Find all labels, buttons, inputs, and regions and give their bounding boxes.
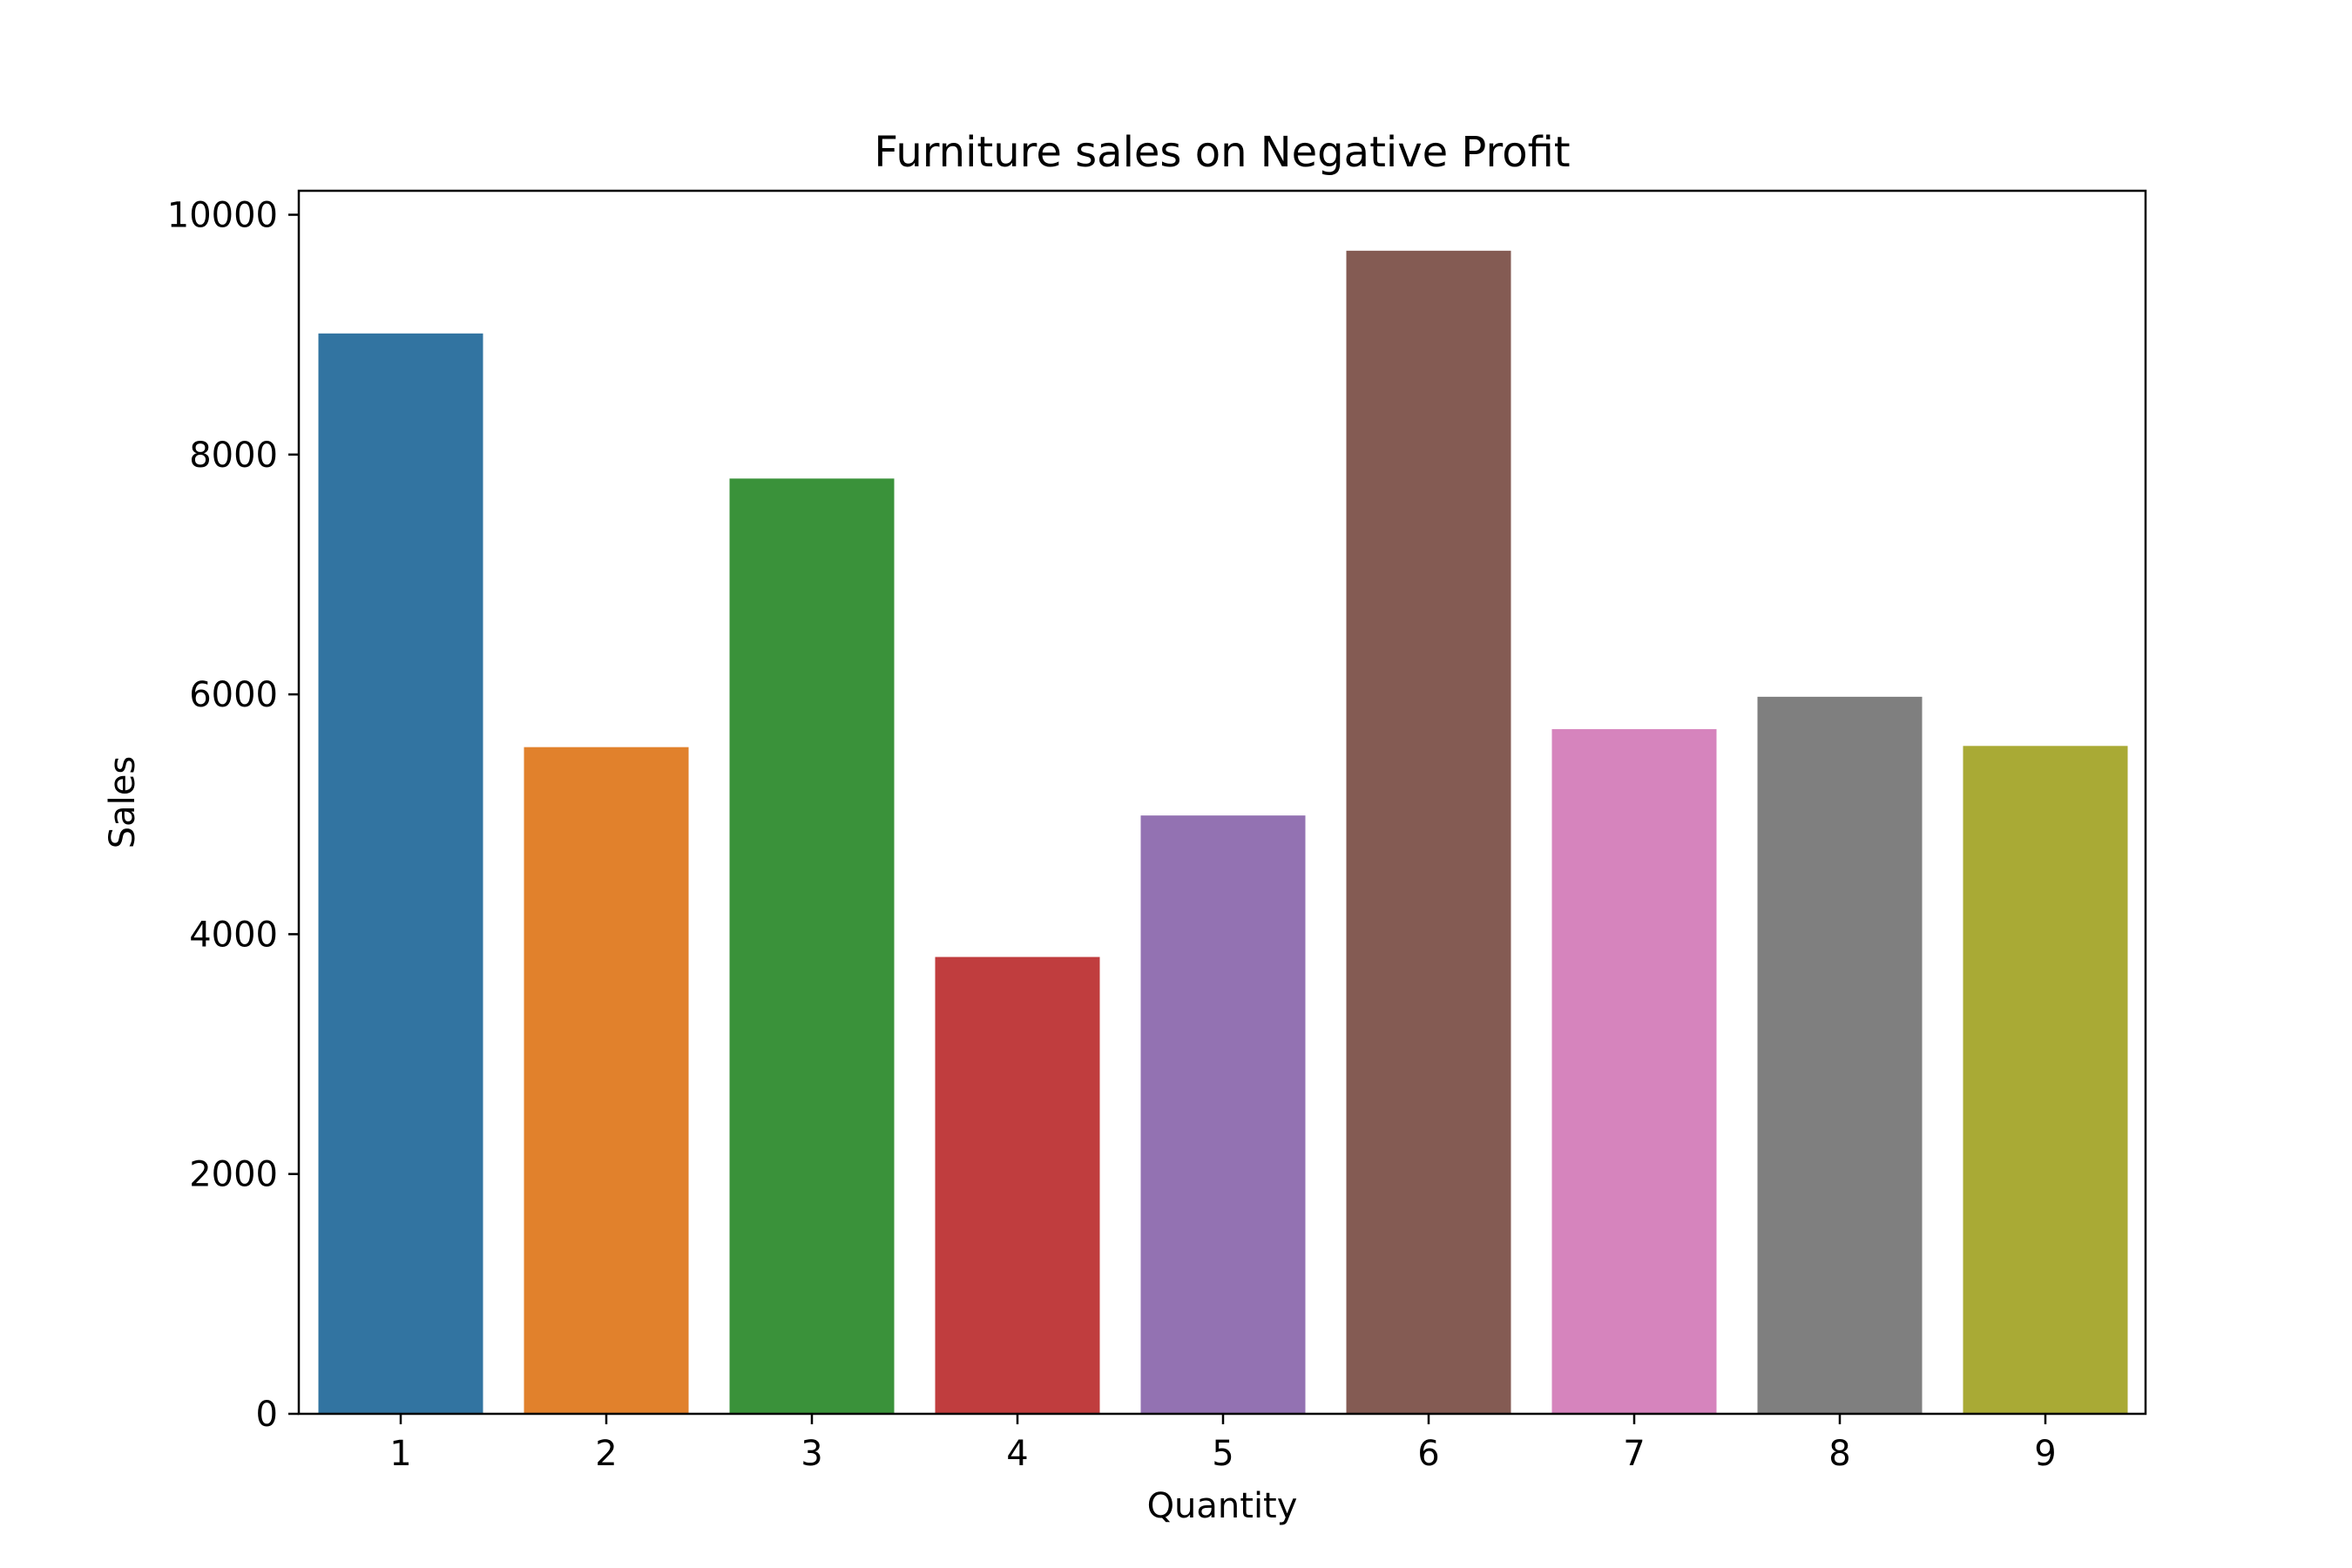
x-tick-label: 9 — [2034, 1434, 2056, 1474]
bar-2 — [524, 747, 689, 1414]
x-tick-label: 5 — [1212, 1434, 1233, 1474]
x-axis-ticks: 1 2 3 4 5 6 7 8 9 — [389, 1414, 2057, 1474]
bar-9 — [1963, 746, 2128, 1414]
bar-7 — [1551, 729, 1717, 1414]
x-tick-label: 4 — [1006, 1434, 1028, 1474]
y-tick-label: 8000 — [189, 436, 278, 476]
bar-1 — [318, 333, 483, 1414]
bar-8 — [1757, 696, 1923, 1414]
x-tick-label: 8 — [1828, 1434, 1850, 1474]
bars-group — [318, 250, 2128, 1415]
x-tick-label: 6 — [1417, 1434, 1439, 1474]
y-tick-label: 4000 — [189, 915, 278, 955]
chart-title: Furniture sales on Negative Profit — [874, 128, 1570, 177]
bar-6 — [1346, 250, 1511, 1415]
x-tick-label: 2 — [595, 1434, 617, 1474]
x-tick-label: 1 — [389, 1434, 411, 1474]
x-axis-label: Quantity — [1147, 1486, 1298, 1526]
x-tick-label: 3 — [801, 1434, 822, 1474]
y-tick-label: 2000 — [189, 1155, 278, 1195]
bar-5 — [1140, 815, 1306, 1414]
y-axis-label: Sales — [103, 756, 143, 848]
x-tick-label: 7 — [1623, 1434, 1645, 1474]
y-tick-label: 6000 — [189, 675, 278, 715]
bar-3 — [729, 478, 895, 1414]
bar-4 — [935, 956, 1100, 1414]
y-tick-label: 10000 — [167, 196, 278, 236]
y-tick-label: 0 — [256, 1395, 278, 1435]
y-axis-ticks: 0 2000 4000 6000 8000 10000 — [167, 196, 299, 1435]
plot-frame — [297, 189, 2147, 1416]
